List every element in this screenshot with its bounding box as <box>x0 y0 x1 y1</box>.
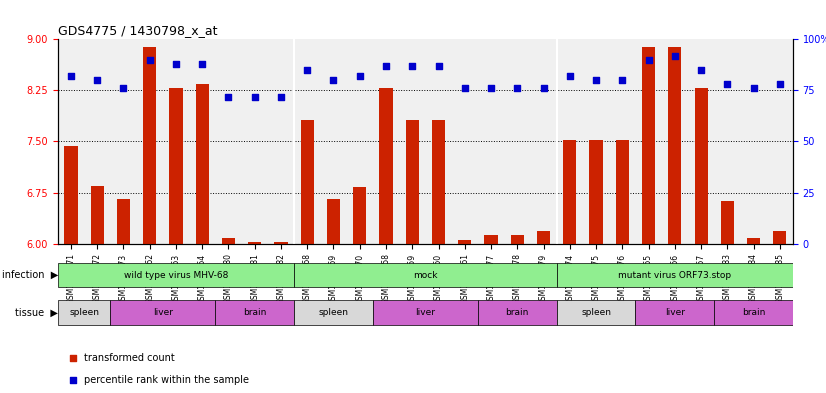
Bar <box>301 120 314 244</box>
Bar <box>432 120 445 244</box>
Bar <box>590 140 603 244</box>
FancyBboxPatch shape <box>58 263 294 287</box>
Bar <box>169 88 183 244</box>
Point <box>248 94 261 100</box>
Bar <box>196 84 209 244</box>
Bar <box>406 120 419 244</box>
Text: mock: mock <box>413 271 438 279</box>
Point <box>695 67 708 73</box>
Bar <box>143 48 156 244</box>
Bar <box>222 238 235 244</box>
Text: spleen: spleen <box>69 308 99 317</box>
Point <box>196 61 209 67</box>
Text: percentile rank within the sample: percentile rank within the sample <box>83 375 249 385</box>
Point <box>642 57 655 63</box>
Point <box>615 77 629 83</box>
Point <box>668 53 681 59</box>
Text: liver: liver <box>665 308 685 317</box>
Point <box>91 77 104 83</box>
FancyBboxPatch shape <box>557 300 635 325</box>
Bar <box>91 186 104 244</box>
Bar <box>510 235 524 244</box>
Point <box>458 85 472 92</box>
Point <box>484 85 497 92</box>
Point <box>169 61 183 67</box>
Bar <box>668 48 681 244</box>
Point <box>301 67 314 73</box>
Point <box>222 94 235 100</box>
FancyBboxPatch shape <box>294 263 557 287</box>
Point <box>116 85 130 92</box>
Bar <box>248 242 261 244</box>
FancyBboxPatch shape <box>58 300 111 325</box>
Point <box>64 73 78 79</box>
Point <box>553 277 566 283</box>
Bar <box>327 199 340 244</box>
Point <box>406 63 419 69</box>
Point <box>432 63 445 69</box>
Bar <box>615 140 629 244</box>
Bar <box>274 242 287 244</box>
Bar <box>695 88 708 244</box>
Text: liver: liver <box>415 308 435 317</box>
Point <box>553 84 566 90</box>
FancyBboxPatch shape <box>478 300 557 325</box>
Text: spleen: spleen <box>319 308 349 317</box>
Bar <box>642 48 655 244</box>
Bar <box>773 231 786 244</box>
Bar <box>485 235 497 244</box>
FancyBboxPatch shape <box>294 300 373 325</box>
Bar <box>537 231 550 244</box>
Point <box>590 77 603 83</box>
Bar <box>747 238 760 244</box>
Point <box>327 77 340 83</box>
Point <box>143 57 156 63</box>
Point <box>537 85 550 92</box>
FancyBboxPatch shape <box>714 300 793 325</box>
FancyBboxPatch shape <box>373 300 478 325</box>
Text: transformed count: transformed count <box>83 353 174 364</box>
Bar <box>117 199 130 244</box>
Point <box>354 73 367 79</box>
Point <box>773 81 786 87</box>
Point <box>274 94 287 100</box>
Point <box>747 85 760 92</box>
FancyBboxPatch shape <box>557 263 793 287</box>
Text: wild type virus MHV-68: wild type virus MHV-68 <box>124 271 228 279</box>
Bar <box>379 88 392 244</box>
Point <box>379 63 392 69</box>
Point <box>510 85 524 92</box>
Text: liver: liver <box>153 308 173 317</box>
Bar <box>458 240 472 244</box>
Text: brain: brain <box>742 308 765 317</box>
Text: mutant virus ORF73.stop: mutant virus ORF73.stop <box>618 271 731 279</box>
Text: infection  ▶: infection ▶ <box>2 270 58 280</box>
Text: tissue  ▶: tissue ▶ <box>15 307 58 318</box>
Point <box>721 81 734 87</box>
FancyBboxPatch shape <box>635 300 714 325</box>
Text: GDS4775 / 1430798_x_at: GDS4775 / 1430798_x_at <box>58 24 217 37</box>
Bar <box>354 187 366 244</box>
Bar <box>721 202 733 244</box>
Bar <box>64 146 78 244</box>
Bar <box>563 140 577 244</box>
Text: brain: brain <box>506 308 529 317</box>
FancyBboxPatch shape <box>111 300 216 325</box>
Text: spleen: spleen <box>581 308 611 317</box>
FancyBboxPatch shape <box>216 300 294 325</box>
Text: brain: brain <box>243 308 267 317</box>
Point <box>563 73 577 79</box>
